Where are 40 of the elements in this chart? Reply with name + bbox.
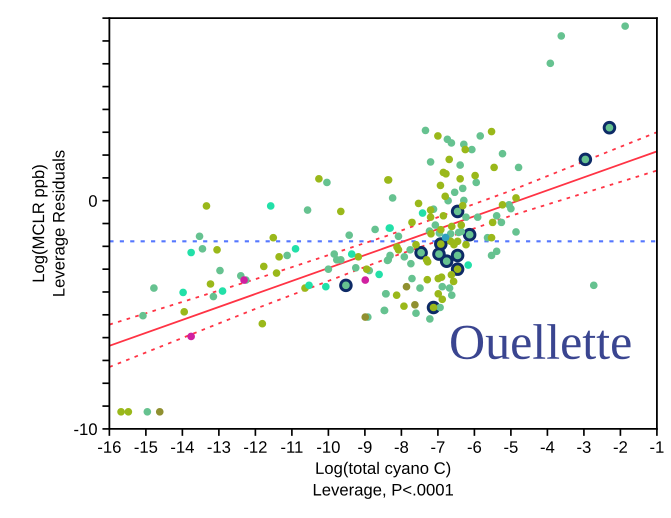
x-tick-label: -12 bbox=[244, 441, 267, 453]
x-tick-label: -3 bbox=[577, 441, 591, 453]
x-tick-label: -9 bbox=[358, 441, 372, 453]
point bbox=[187, 248, 195, 256]
y-axis-title: Log(MCLR ppb) Leverage Residuals bbox=[32, 150, 68, 296]
point bbox=[322, 282, 330, 291]
point bbox=[442, 234, 450, 242]
point bbox=[348, 250, 356, 258]
annotation: Ouellette bbox=[451, 324, 631, 360]
point bbox=[305, 282, 313, 290]
point bbox=[218, 287, 226, 295]
y-tick-label: 0 bbox=[88, 195, 97, 207]
point bbox=[361, 313, 370, 321]
point bbox=[187, 332, 195, 340]
line-series bbox=[109, 170, 657, 368]
point bbox=[361, 276, 370, 284]
x-tick-label: -7 bbox=[431, 441, 444, 453]
point bbox=[464, 261, 472, 269]
x-tick-label: -6 bbox=[468, 441, 482, 453]
point bbox=[292, 245, 300, 253]
x-tick-label: -10 bbox=[317, 441, 340, 453]
x-tick-label: -16 bbox=[98, 441, 121, 453]
x-tick-label: -5 bbox=[504, 441, 518, 453]
point bbox=[411, 300, 419, 309]
x-tick-label: -4 bbox=[540, 441, 554, 453]
x-tick-label: -8 bbox=[394, 441, 408, 453]
x-tick-label: -13 bbox=[208, 441, 230, 453]
point bbox=[179, 288, 187, 296]
line-series bbox=[109, 131, 657, 326]
x-tick-label: -2 bbox=[614, 441, 627, 453]
x-tick-label: -14 bbox=[171, 441, 194, 453]
x-axis-title: Log(total cyano C) Leverage, P<.0001 bbox=[314, 462, 453, 499]
x-tick-label: -15 bbox=[134, 441, 158, 453]
point bbox=[266, 202, 275, 210]
point bbox=[418, 209, 426, 217]
x-tick-label: -1 bbox=[650, 441, 664, 453]
point bbox=[375, 270, 383, 278]
point bbox=[156, 408, 164, 416]
point bbox=[402, 282, 410, 291]
x-tick-label: -11 bbox=[281, 441, 303, 453]
